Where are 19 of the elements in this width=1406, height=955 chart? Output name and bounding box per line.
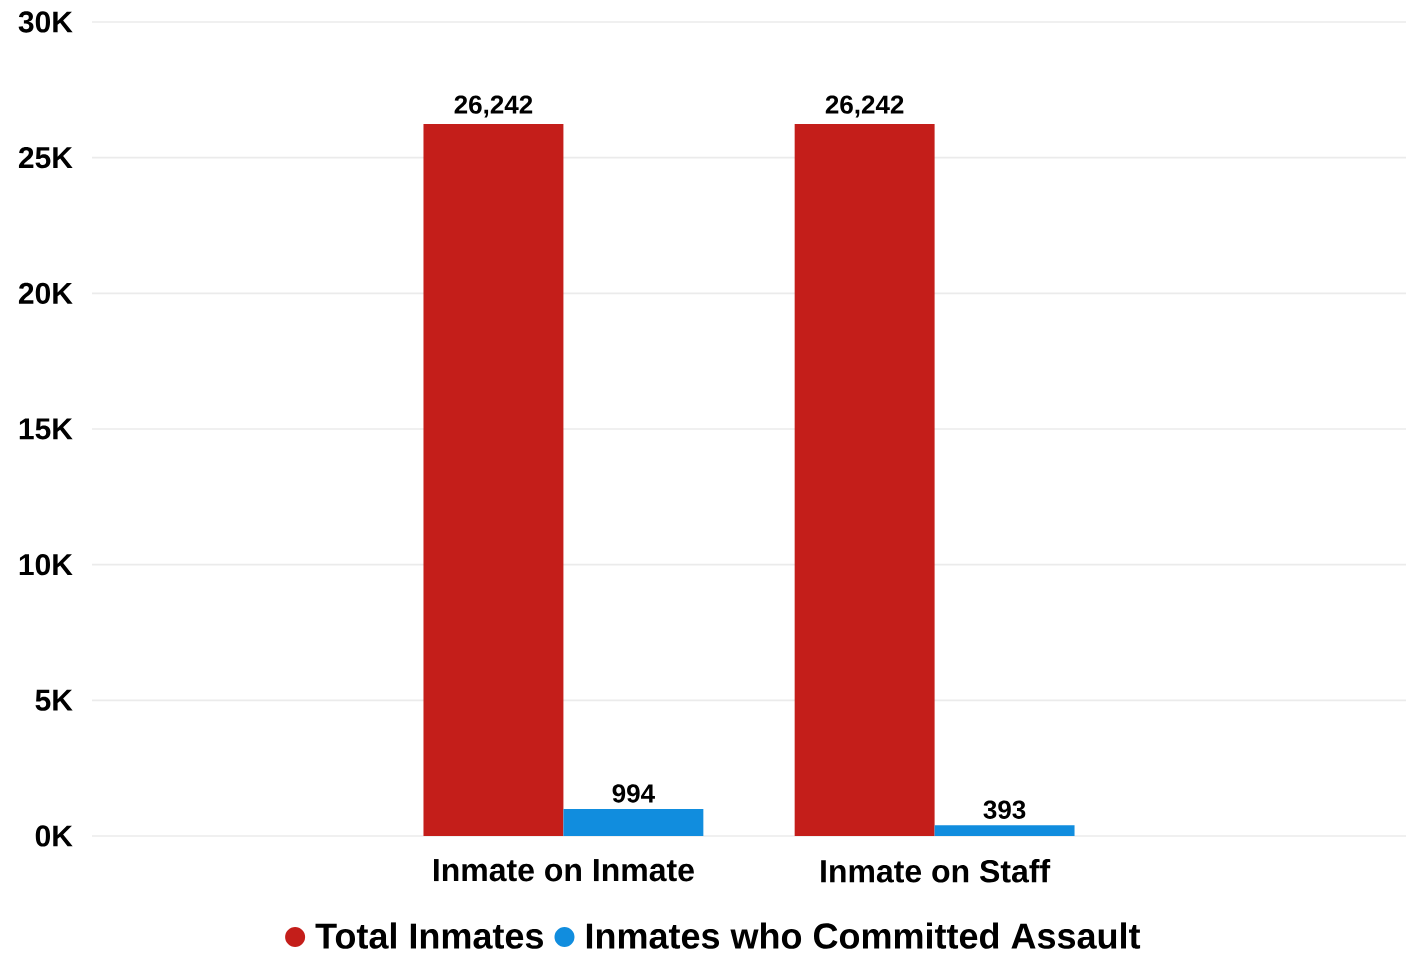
bar [423, 123, 564, 836]
y-tick-label: 0K [35, 825, 73, 847]
y-tick-label: 5K [35, 689, 73, 711]
legend-label: Total Inmates [315, 922, 543, 949]
bar [934, 825, 1075, 836]
y-tick-label: 25K [18, 147, 73, 169]
data-label: 26,242 [454, 95, 533, 118]
y-tick-label: 20K [18, 282, 73, 304]
bar [794, 123, 935, 836]
y-tick-label: 15K [19, 418, 73, 440]
data-label: 26,242 [825, 95, 904, 118]
data-label: 994 [612, 784, 655, 803]
data-label: 393 [983, 800, 1026, 819]
x-tick-label: Inmate on Staff [821, 859, 1051, 883]
x-tick-label: Inmate on Inmate [433, 859, 694, 882]
y-tick-label: 10K [19, 554, 73, 576]
bar [563, 809, 704, 836]
legend-label: Inmates who Committed Assault [586, 922, 1141, 949]
y-tick-label: 30K [18, 11, 73, 33]
